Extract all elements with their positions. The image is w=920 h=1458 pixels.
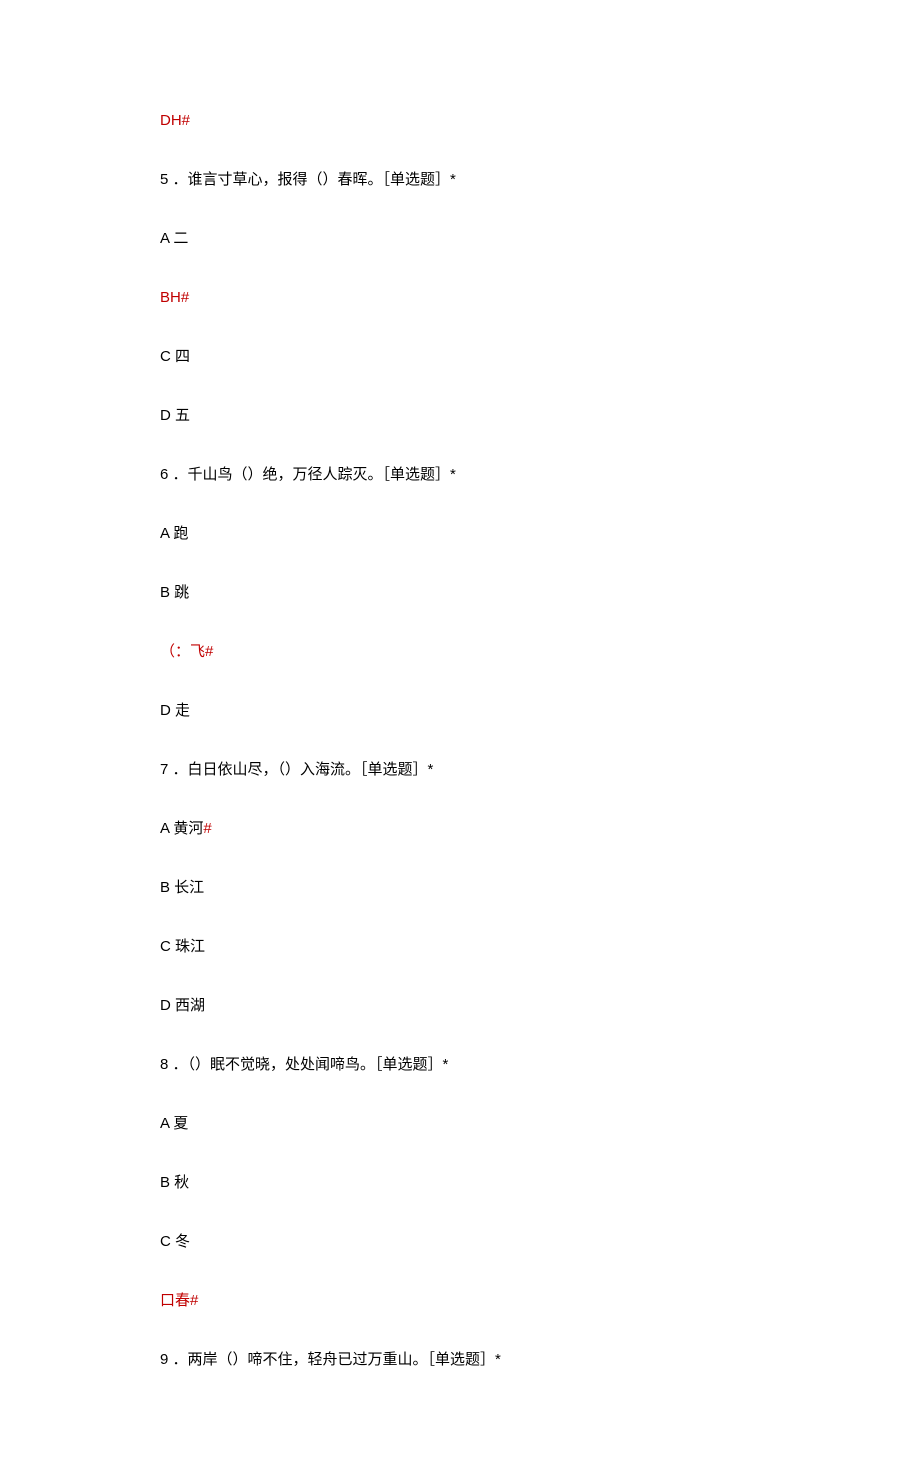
- text-segment: A 跑: [160, 525, 188, 542]
- text-line: B 跳: [160, 582, 760, 603]
- text-line: 7 ．白日依山尽，（）入海流。［单选题］*: [160, 759, 760, 780]
- text-line: 6 ．千山鸟（）绝，万径人踪灭。［单选题］*: [160, 464, 760, 485]
- text-segment: #: [203, 820, 211, 837]
- text-segment: D 西湖: [160, 997, 205, 1014]
- text-line: B 秋: [160, 1172, 760, 1193]
- document-content: DH# 5 ．谁言寸草心，报得（）春晖。［单选题］* A 二 BH# C 四 D 五 6 ．…: [160, 110, 760, 1370]
- text-line: C 四: [160, 346, 760, 367]
- text-line: D 五: [160, 405, 760, 426]
- text-segment: 6 ．千山鸟（）绝，万径人踪灭。［单选题］*: [160, 466, 456, 483]
- text-line: A 二: [160, 228, 760, 249]
- text-segment: C 冬: [160, 1233, 190, 1250]
- text-segment: C 珠江: [160, 938, 205, 955]
- text-line: C 冬: [160, 1231, 760, 1252]
- text-segment: A 夏: [160, 1115, 188, 1132]
- text-line: BH#: [160, 287, 760, 308]
- text-segment: （：飞#: [160, 643, 213, 660]
- text-line: D 走: [160, 700, 760, 721]
- text-line: DH#: [160, 110, 760, 131]
- text-segment: 9 ．两岸（）啼不住，轻舟已过万重山。［单选题］*: [160, 1351, 501, 1368]
- text-segment: 8 ．（）眠不觉晓，处处闻啼鸟。［单选题］*: [160, 1056, 448, 1073]
- text-segment: D 走: [160, 702, 190, 719]
- text-segment: B 秋: [160, 1174, 189, 1191]
- text-segment: A 黄河: [160, 820, 203, 837]
- text-segment: A 二: [160, 230, 188, 247]
- text-line: A 夏: [160, 1113, 760, 1134]
- text-line: 8 ．（）眠不觉晓，处处闻啼鸟。［单选题］*: [160, 1054, 760, 1075]
- text-segment: 7 ．白日依山尽，（）入海流。［单选题］*: [160, 761, 433, 778]
- text-line: 9 ．两岸（）啼不住，轻舟已过万重山。［单选题］*: [160, 1349, 760, 1370]
- text-segment: BH#: [160, 289, 189, 306]
- text-line: C 珠江: [160, 936, 760, 957]
- text-line: B 长江: [160, 877, 760, 898]
- text-segment: B 长江: [160, 879, 204, 896]
- text-line: 5 ．谁言寸草心，报得（）春晖。［单选题］*: [160, 169, 760, 190]
- text-segment: D 五: [160, 407, 190, 424]
- text-line: A 黄河#: [160, 818, 760, 839]
- text-line: （：飞#: [160, 641, 760, 662]
- text-segment: C 四: [160, 348, 190, 365]
- text-line: D 西湖: [160, 995, 760, 1016]
- text-segment: 5 ．谁言寸草心，报得（）春晖。［单选题］*: [160, 171, 456, 188]
- text-line: A 跑: [160, 523, 760, 544]
- text-segment: DH#: [160, 112, 190, 129]
- text-segment: B 跳: [160, 584, 189, 601]
